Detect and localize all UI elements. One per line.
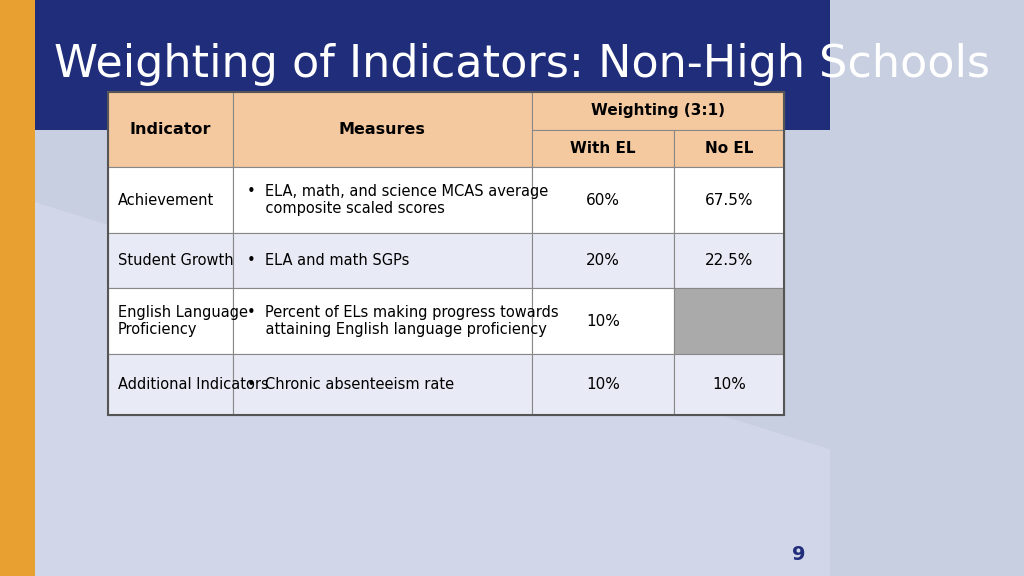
FancyBboxPatch shape bbox=[232, 167, 531, 233]
Text: With EL: With EL bbox=[570, 141, 636, 156]
Text: 60%: 60% bbox=[586, 192, 620, 208]
Polygon shape bbox=[33, 202, 830, 576]
Text: No EL: No EL bbox=[705, 141, 754, 156]
FancyBboxPatch shape bbox=[108, 167, 232, 233]
FancyBboxPatch shape bbox=[674, 167, 784, 233]
Text: Weighting of Indicators: Non-High Schools: Weighting of Indicators: Non-High School… bbox=[54, 43, 990, 86]
Text: English Language
Proficiency: English Language Proficiency bbox=[118, 305, 248, 338]
Text: 10%: 10% bbox=[586, 377, 620, 392]
Text: 10%: 10% bbox=[713, 377, 746, 392]
FancyBboxPatch shape bbox=[531, 167, 674, 233]
FancyBboxPatch shape bbox=[531, 130, 674, 167]
FancyBboxPatch shape bbox=[531, 92, 784, 130]
Text: 9: 9 bbox=[792, 545, 805, 564]
Text: Achievement: Achievement bbox=[118, 192, 214, 208]
FancyBboxPatch shape bbox=[674, 233, 784, 288]
Text: •  ELA and math SGPs: • ELA and math SGPs bbox=[248, 253, 410, 268]
Text: 10%: 10% bbox=[586, 313, 620, 329]
FancyBboxPatch shape bbox=[232, 233, 531, 288]
FancyBboxPatch shape bbox=[531, 233, 674, 288]
Text: 20%: 20% bbox=[586, 253, 620, 268]
FancyBboxPatch shape bbox=[232, 92, 531, 167]
Text: •  Percent of ELs making progress towards
    attaining English language profici: • Percent of ELs making progress towards… bbox=[248, 305, 559, 338]
FancyBboxPatch shape bbox=[531, 354, 674, 415]
Text: 67.5%: 67.5% bbox=[705, 192, 754, 208]
FancyBboxPatch shape bbox=[232, 288, 531, 354]
Text: Additional Indicators: Additional Indicators bbox=[118, 377, 268, 392]
FancyBboxPatch shape bbox=[108, 354, 232, 415]
FancyBboxPatch shape bbox=[531, 288, 674, 354]
FancyBboxPatch shape bbox=[108, 233, 232, 288]
Text: Measures: Measures bbox=[339, 122, 426, 137]
FancyBboxPatch shape bbox=[232, 354, 531, 415]
FancyBboxPatch shape bbox=[0, 0, 830, 130]
FancyBboxPatch shape bbox=[674, 288, 784, 354]
FancyBboxPatch shape bbox=[674, 130, 784, 167]
Text: Indicator: Indicator bbox=[129, 122, 211, 137]
Text: 22.5%: 22.5% bbox=[705, 253, 754, 268]
Text: •  Chronic absenteeism rate: • Chronic absenteeism rate bbox=[248, 377, 455, 392]
FancyBboxPatch shape bbox=[108, 288, 232, 354]
FancyBboxPatch shape bbox=[108, 92, 232, 167]
Text: Student Growth: Student Growth bbox=[118, 253, 233, 268]
FancyBboxPatch shape bbox=[0, 0, 35, 576]
FancyBboxPatch shape bbox=[674, 354, 784, 415]
Text: Weighting (3:1): Weighting (3:1) bbox=[591, 103, 725, 119]
Text: •  ELA, math, and science MCAS average
    composite scaled scores: • ELA, math, and science MCAS average co… bbox=[248, 184, 549, 217]
